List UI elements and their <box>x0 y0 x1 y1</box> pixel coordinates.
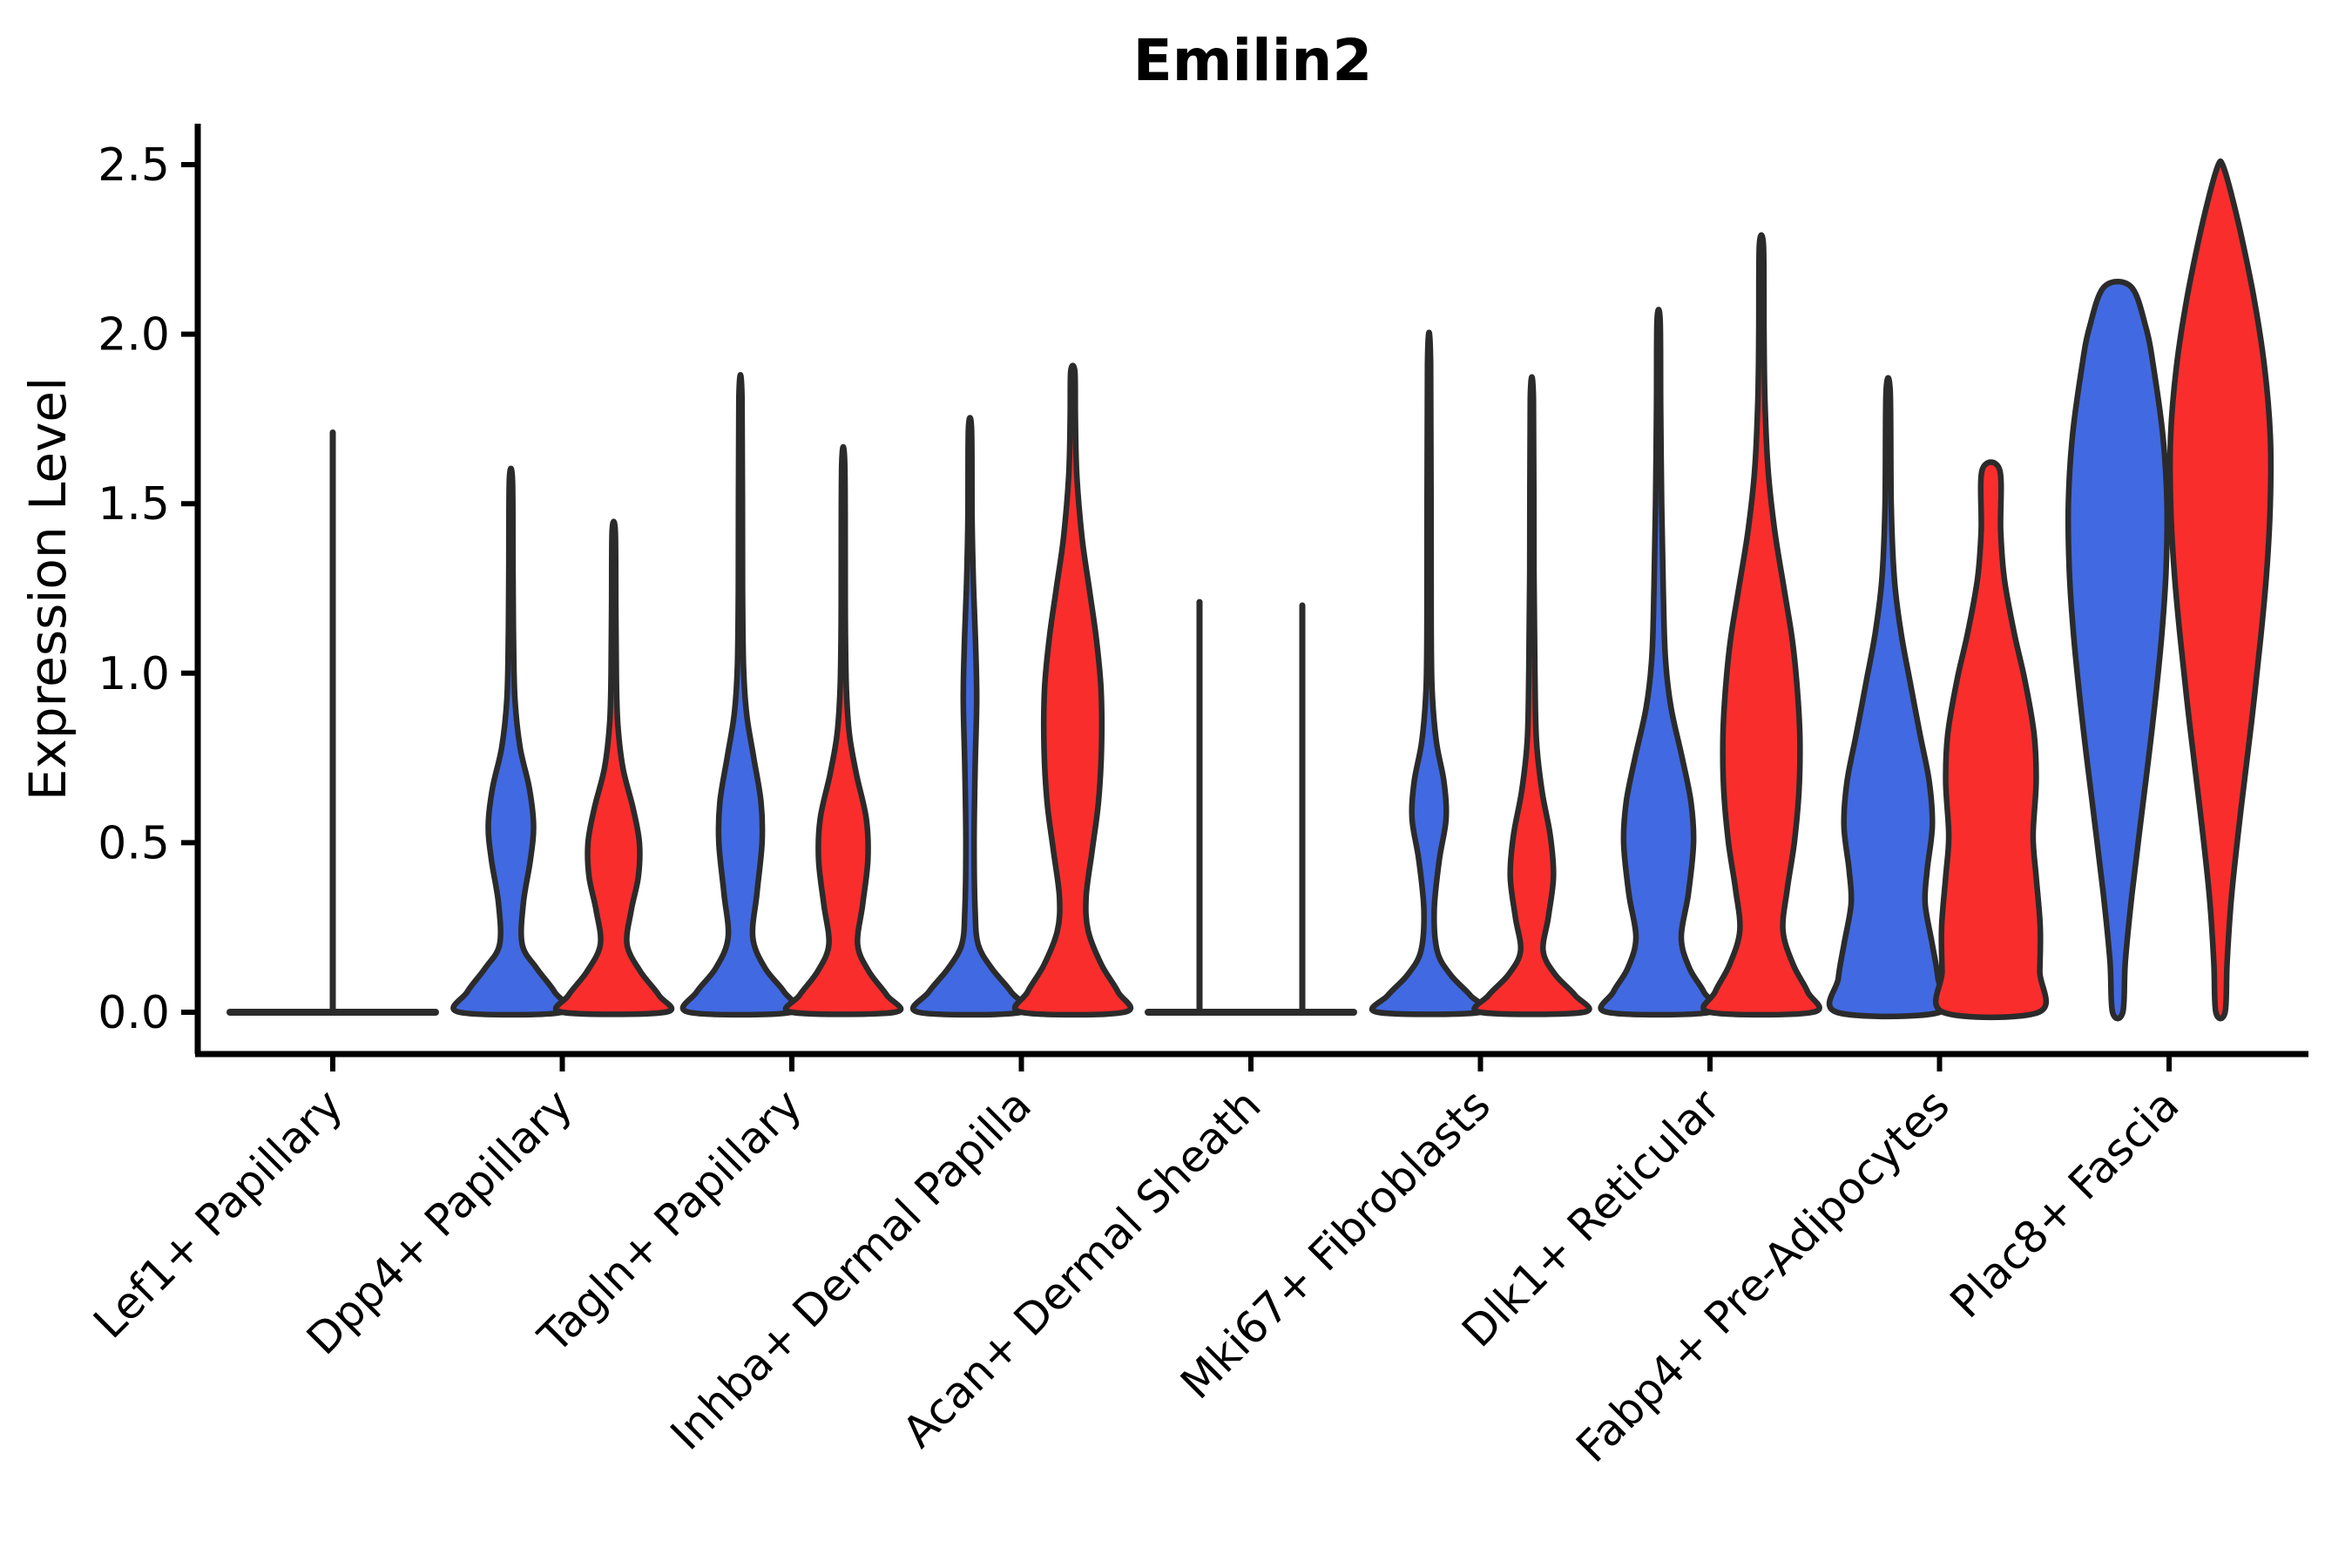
violin-fabp4-pre-adipocytes-red <box>1932 459 2050 1021</box>
violin-tagln-papillary-blue <box>679 372 801 1018</box>
violin-plac8-fascia-red <box>2166 158 2274 1022</box>
violin-inhba-dermal-papilla-blue <box>909 415 1031 1018</box>
y-axis-label: Expression Level <box>18 377 78 801</box>
violin-fabp4-pre-adipocytes-blue <box>1826 375 1950 1020</box>
chart-title: Emilin2 <box>1133 27 1373 94</box>
y-tick-label: 2.0 <box>98 309 170 362</box>
violins-layer <box>226 158 2274 1022</box>
violin-plac8-fascia-blue <box>2065 279 2171 1022</box>
x-tick-label-1: Lef1+ Papillary <box>84 1079 352 1348</box>
x-tick-label-8: Fabp4+ Pre-Adipocytes <box>1566 1079 1959 1472</box>
y-tick-label: 1.5 <box>98 478 170 531</box>
violin-dpp4-papillary-blue <box>450 465 571 1018</box>
y-tick-labels: 0.0 0.5 1.0 1.5 2.0 2.5 <box>98 139 170 1039</box>
y-tick-label: 0.0 <box>98 987 170 1039</box>
violin-dlk1-reticular-red <box>1700 232 1822 1018</box>
x-tick-label-9: Plac8+ Fascia <box>1941 1079 2189 1328</box>
violin-tagln-papillary-red <box>782 443 904 1017</box>
y-tick-label: 0.5 <box>98 817 170 869</box>
y-tick-label: 2.5 <box>98 139 170 192</box>
y-tick-label: 1.0 <box>98 648 170 700</box>
violin-dpp4-papillary-red <box>552 518 675 1017</box>
violin-dlk1-reticular-blue <box>1598 307 1720 1018</box>
axes-layer <box>181 124 2308 1071</box>
violin-inhba-dermal-papilla-red <box>1011 362 1134 1018</box>
violin-mki67-fibroblasts-blue <box>1369 329 1490 1017</box>
violin-mki67-fibroblasts-red <box>1471 374 1592 1017</box>
